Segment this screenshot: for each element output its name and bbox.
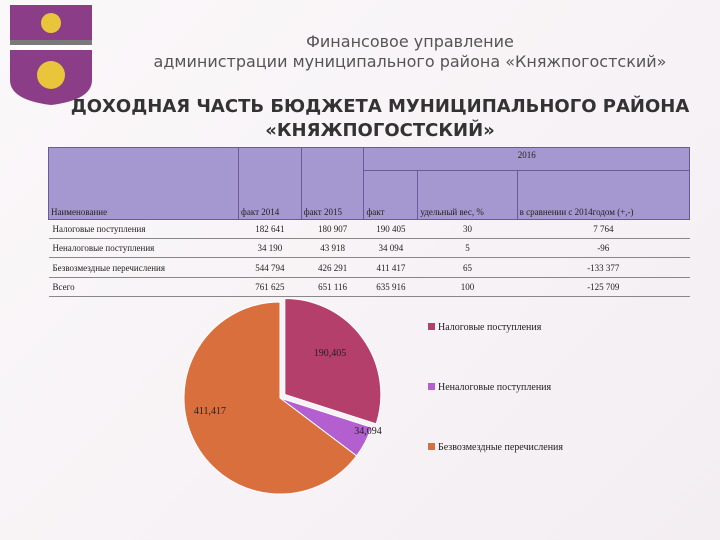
table-row: Налоговые поступления 182 641 180 907 190 4… bbox=[48, 219, 690, 240]
org-line: администрации муниципального района «Кня… bbox=[153, 52, 667, 71]
table-row: Всего 761 625 651 116 635 916 100 -125 709 bbox=[48, 277, 690, 298]
table-cell: 34 190 bbox=[238, 238, 302, 259]
table-cell: 5 bbox=[417, 238, 518, 259]
table-cell: 182 641 bbox=[238, 219, 302, 240]
table-cell: -125 709 bbox=[517, 277, 690, 298]
slide-title: «КНЯЖПОГОСТСКИЙ» bbox=[265, 120, 495, 141]
legend-label: Неналоговые поступления bbox=[438, 382, 552, 393]
column-header: 2016 bbox=[363, 146, 690, 172]
column-header: факт 2015 bbox=[300, 147, 365, 220]
column-header: Наименование bbox=[48, 147, 239, 220]
legend-label: Безвозмездные перечисления bbox=[438, 442, 563, 453]
column-header: удельный вес, % bbox=[417, 170, 518, 220]
table-cell: 411 417 bbox=[363, 257, 418, 278]
table-cell: Налоговые поступления bbox=[48, 219, 239, 240]
table-cell: 651 116 bbox=[301, 277, 364, 298]
org-line: Финансовое управление bbox=[306, 32, 514, 51]
table-cell: Всего bbox=[48, 277, 239, 298]
table-cell: -96 bbox=[517, 238, 690, 259]
coat-of-arms bbox=[10, 5, 92, 105]
column-header: факт bbox=[363, 170, 419, 220]
table-cell: Неналоговые поступления bbox=[48, 238, 239, 259]
column-header: факт 2014 bbox=[238, 147, 302, 220]
table-cell: 34 094 bbox=[363, 238, 418, 259]
table-cell: 180 907 bbox=[301, 219, 364, 240]
table-cell: 426 291 bbox=[301, 257, 364, 278]
table-cell: 100 bbox=[417, 277, 518, 298]
legend-swatch bbox=[428, 443, 435, 450]
table-cell: 544 794 bbox=[238, 257, 302, 278]
table-cell: 190 405 bbox=[363, 219, 418, 240]
legend-label: Налоговые поступления bbox=[438, 322, 542, 333]
column-header: в сравнении с 2014годом (+,-) bbox=[516, 170, 691, 220]
table-cell: -133 377 bbox=[517, 257, 690, 278]
budget-table: Наименование факт 2014 факт 2015 2016 фа… bbox=[48, 146, 691, 298]
table-cell: Безвозмездные перечисления bbox=[48, 257, 239, 278]
table-cell: 30 bbox=[417, 219, 518, 240]
table-cell: 65 bbox=[417, 257, 518, 278]
table-cell: 7 764 bbox=[517, 219, 690, 240]
table-row: Неналоговые поступления 34 190 43 918 34 09… bbox=[48, 238, 690, 259]
table-cell: 43 918 bbox=[301, 238, 364, 259]
legend-swatch bbox=[428, 323, 435, 330]
pie-slice bbox=[284, 297, 382, 425]
slide-title: ДОХОДНАЯ ЧАСТЬ БЮДЖЕТА МУНИЦИПАЛЬНОГО РА… bbox=[70, 96, 690, 117]
data-label: 34,094 bbox=[354, 426, 382, 437]
data-label: 411,417 bbox=[194, 406, 226, 417]
table-cell: 635 916 bbox=[363, 277, 418, 298]
legend-swatch bbox=[428, 383, 435, 390]
data-label: 190,405 bbox=[314, 348, 347, 359]
pie-slice bbox=[183, 301, 358, 495]
table-cell: 761 625 bbox=[238, 277, 302, 298]
table-row: Безвозмездные перечисления 544 794 426 291… bbox=[48, 257, 690, 278]
